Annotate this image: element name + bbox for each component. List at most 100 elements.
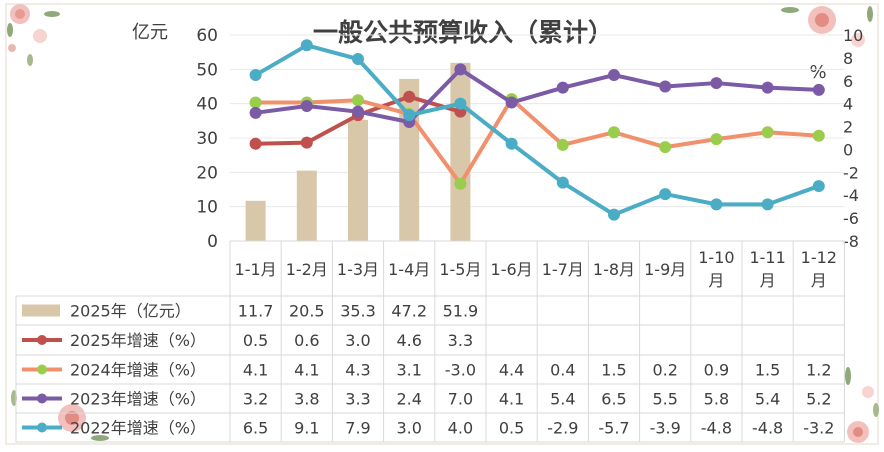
data-point: [608, 208, 620, 221]
y-right-tick-label: -8: [843, 232, 859, 251]
data-point: [608, 126, 620, 139]
data-table-cell: 0.5: [243, 331, 268, 350]
flower-petal: [853, 427, 863, 437]
legend-label: 2023年增速（%）: [70, 390, 206, 409]
series-line: [255, 97, 819, 186]
leaf: [91, 435, 109, 441]
data-table-cell: 0.6: [294, 331, 319, 350]
data-point: [659, 80, 672, 93]
leaf: [781, 7, 799, 13]
data-table-cell: 4.1: [243, 361, 268, 380]
flower-petal: [851, 33, 865, 47]
y-left-tick-label: 20: [196, 163, 218, 183]
data-point: [556, 176, 569, 189]
card-border: [5, 3, 879, 445]
bar: [296, 170, 317, 241]
leaf: [873, 403, 879, 417]
data-table-cell: -2.9: [547, 419, 578, 438]
category-label: 1-8月: [593, 260, 635, 279]
category-label: 1-7月: [542, 260, 584, 279]
category-label: 1-11: [749, 248, 785, 267]
category-label: 月: [708, 271, 724, 290]
data-table-cell: -3.2: [803, 419, 834, 438]
legend-label: 2024年增速（%）: [70, 361, 206, 380]
data-table-cell: 3.3: [345, 390, 370, 409]
data-table-cell: 5.8: [704, 390, 729, 409]
y-left-tick-label: 0: [207, 232, 218, 252]
y-left-tick-label: 40: [196, 95, 218, 115]
leaf: [7, 23, 13, 37]
y-left-tick-label: 30: [196, 129, 218, 149]
data-table-cell: 4.1: [499, 390, 524, 409]
data-table-cell: 0.5: [499, 419, 524, 438]
data-table: 1-1月 1-2月 1-3月 1-4月 1-5月 1-6月 1-7月 1-8月 1-9月 1-10…: [15, 240, 845, 443]
data-point: [659, 141, 672, 154]
data-point: [249, 69, 262, 82]
data-table-cell: 4.6: [396, 331, 421, 350]
axes: 0 10 20 30 40 50 60 -8 -6 -4 -2 0 2 4 6 8 10: [196, 26, 863, 252]
y-left-tick-label: 10: [196, 198, 218, 218]
data-point: [761, 126, 774, 139]
legend-swatch: [22, 304, 60, 317]
data-table-cell: -3.9: [650, 419, 681, 438]
category-label: 1-10: [698, 248, 734, 267]
data-table-cell: 7.9: [345, 419, 370, 438]
data-table-cell: 0.2: [652, 361, 677, 380]
data-point: [352, 53, 364, 66]
leaf: [845, 367, 851, 385]
data-point: [300, 99, 313, 112]
chart-title: 一般公共预算收入（累计）: [313, 18, 613, 47]
y-left-unit-label: 亿元: [132, 22, 168, 43]
data-table-cell: 3.2: [243, 390, 268, 409]
data-point: [556, 138, 569, 151]
y-right-tick-label: 6: [843, 72, 853, 91]
data-point: [812, 180, 825, 193]
flower-petal: [65, 411, 79, 425]
legend-swatch-marker: [37, 393, 47, 404]
series-line: [254, 43, 820, 217]
data-table-cell: 1.2: [806, 361, 831, 380]
data-table-cell: 3.8: [294, 390, 319, 409]
data-table-cell: 20.5: [289, 302, 325, 321]
data-table-cell: 5.4: [755, 390, 780, 409]
data-point: [761, 81, 774, 94]
data-point: [249, 137, 262, 150]
data-point: [300, 136, 313, 149]
data-point: [608, 69, 620, 82]
legend-label: 2025年（亿元）: [70, 302, 191, 321]
data-point: [505, 137, 518, 150]
data-point: [249, 96, 262, 109]
bar: [399, 78, 420, 242]
y-right-tick-label: 4: [843, 95, 853, 114]
data-point: [812, 83, 825, 96]
data-point: [249, 106, 262, 119]
data-table-cell: 6.5: [601, 390, 626, 409]
data-point: [659, 188, 672, 201]
category-label: 月: [760, 271, 776, 290]
data-table-cell: 3.1: [396, 361, 421, 380]
category-label: 1-9月: [644, 260, 686, 279]
data-table-cell: -5.7: [598, 419, 629, 438]
category-label: 1-6月: [491, 260, 533, 279]
floral-decoration-top-left: [7, 4, 60, 66]
data-point: [454, 63, 467, 76]
flower-petal: [15, 9, 25, 19]
data-point: [454, 97, 467, 110]
category-label: 1-1月: [235, 260, 277, 279]
bar: [450, 62, 471, 242]
category-label: 月: [811, 271, 827, 290]
bar: [348, 119, 368, 241]
flower-petal: [33, 29, 47, 43]
category-label: 1-3月: [337, 260, 379, 279]
y-left-tick-label: 60: [196, 26, 218, 46]
data-table-cell: 5.5: [652, 390, 677, 409]
data-point: [352, 94, 364, 107]
data-table-cell: 3.0: [396, 419, 421, 438]
category-label: 1-2月: [286, 260, 328, 279]
flower-petal: [862, 386, 874, 398]
data-table-cell: 4.3: [345, 361, 370, 380]
y-right-tick-label: -6: [843, 209, 859, 228]
data-point: [300, 39, 313, 52]
data-table-cell: 0.9: [704, 361, 729, 380]
